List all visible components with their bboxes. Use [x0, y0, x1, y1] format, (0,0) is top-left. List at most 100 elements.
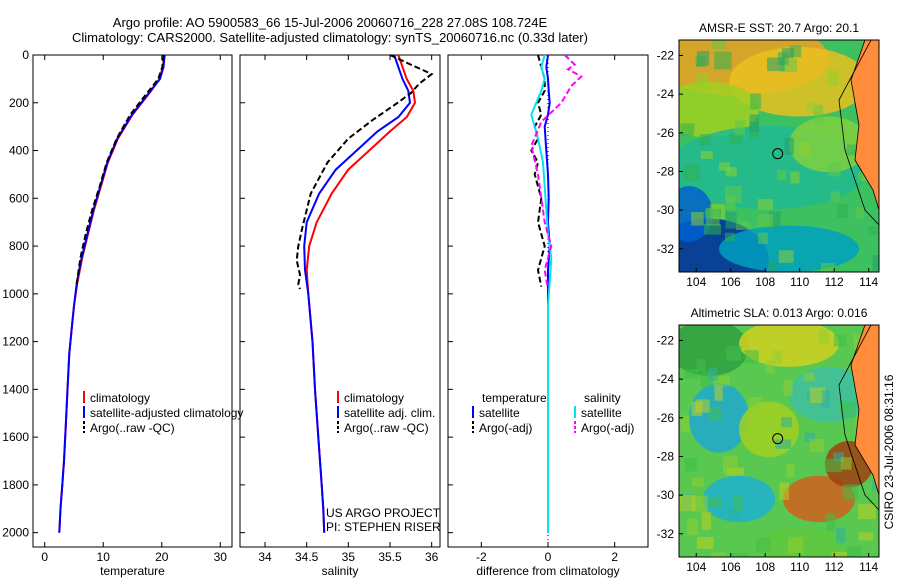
depth-tick-label: 0 — [22, 48, 29, 62]
sst-map-speck — [806, 102, 819, 111]
sla-map-patch — [679, 325, 749, 377]
temp-legend-clim-label: climatology — [90, 391, 150, 405]
figure-title-line1: Argo profile: AO 5900583_66 15-Jul-2006 … — [112, 15, 548, 30]
sla-map-speck — [824, 458, 842, 473]
sla-map-argo-marker — [772, 433, 784, 445]
sst-map-patch — [719, 225, 859, 272]
sst-map-ytick-label: -30 — [657, 203, 675, 217]
sst-map-xtick-label: 112 — [825, 275, 844, 289]
sla-map-xtick-label: 108 — [755, 560, 775, 574]
sst-map-speck — [750, 93, 762, 110]
sst-map-speck — [724, 232, 735, 242]
sla-map-image — [679, 325, 879, 557]
sst-map-speck — [704, 224, 721, 235]
sst-map-speck — [789, 45, 802, 58]
sla-map-speck — [684, 457, 697, 472]
sla-map-speck — [723, 455, 738, 474]
sst-map-speck — [725, 166, 737, 177]
sla-map-speck — [858, 504, 876, 520]
csiro-timestamp: CSIRO 23-Jul-2006 08:31:16 — [882, 374, 896, 529]
salinity-xtick-label: 34 — [258, 550, 272, 564]
sst-map-speck — [868, 226, 879, 236]
sst-map-speck — [813, 105, 824, 124]
sla-map-speck — [858, 532, 874, 541]
sst-map-speck — [827, 70, 839, 87]
sst-map-ytick-label: -28 — [657, 164, 675, 178]
sla-map-speck — [819, 329, 829, 344]
sst-map-speck — [855, 207, 865, 220]
sst-map-speck — [749, 114, 760, 132]
sla-map-speck — [821, 390, 830, 408]
sst-map-speck — [725, 211, 737, 229]
temperature-xtick-label: 30 — [214, 550, 228, 564]
sst-map-contour — [838, 40, 879, 226]
salinity-xtick-label: 34.5 — [295, 550, 319, 564]
sla-map-speck — [788, 537, 803, 554]
sst-map-speck — [767, 57, 785, 72]
salinity-series-0 — [305, 54, 417, 533]
sla-map-speck — [836, 527, 846, 544]
sla-map-ytick-label: -32 — [657, 527, 675, 541]
sla-map-speck — [772, 350, 783, 364]
sla-map-speck — [696, 358, 706, 372]
sst-map-speck — [784, 137, 794, 155]
sal-legend-argo-label: Argo(..raw -QC) — [344, 421, 429, 435]
sla-map-speck — [680, 415, 690, 433]
sla-map-speck — [691, 477, 704, 487]
sla-map-speck — [679, 494, 696, 511]
sst-map-argo-marker — [772, 148, 784, 160]
sst-map-speck — [877, 145, 879, 160]
sst-map-speck — [734, 120, 746, 136]
sla-map-speck — [713, 375, 731, 387]
sst-map-xtick-label: 108 — [755, 275, 775, 289]
sst-map-speck — [767, 261, 778, 272]
sla-map-speck — [831, 551, 848, 557]
sla-map-speck — [804, 432, 816, 443]
sst-map-speck — [729, 133, 743, 145]
sst-map-speck — [691, 212, 704, 226]
sst-map-ytick-label: -22 — [657, 48, 675, 62]
sla-map-speck — [765, 360, 775, 374]
sst-map-xtick-label: 110 — [790, 275, 809, 289]
sla-map-speck — [744, 350, 759, 364]
sla-map-speck — [833, 334, 847, 347]
sla-map-ytick-label: -30 — [657, 488, 675, 502]
sst-map-speck — [724, 185, 742, 204]
diff-legend-temp-argo-label: Argo(-adj) — [479, 421, 532, 435]
sst-map-speck — [699, 133, 711, 146]
sst-map-ytick-label: -32 — [657, 242, 675, 256]
temperature-frame — [32, 54, 233, 548]
sla-map-frame — [678, 324, 880, 558]
sla-map-speck — [781, 417, 792, 428]
salinity-xtick-label: 35.5 — [378, 550, 402, 564]
depth-tick-label: 2000 — [2, 526, 29, 540]
sla-map-speck — [833, 452, 845, 462]
sla-map-speck — [748, 396, 762, 414]
sla-map-title: Altimetric SLA: 0.013 Argo: 0.016 — [691, 306, 868, 320]
sla-map-speck — [826, 513, 836, 531]
depth-tick-label: 1000 — [2, 287, 29, 301]
sla-map-patch — [739, 401, 799, 458]
sla-map-speck — [686, 518, 698, 536]
diff-legend-sal-argo-label: Argo(-adj) — [581, 421, 634, 435]
sla-map-speck — [707, 497, 722, 507]
sst-map-speck — [683, 164, 700, 182]
sst-map-speck — [769, 211, 781, 229]
sla-map-speck — [728, 509, 740, 521]
sla-map-xtick-label: 104 — [686, 560, 706, 574]
sla-map-speck — [840, 457, 852, 470]
temperature-series-1 — [58, 54, 166, 533]
depth-tick-label: 1400 — [2, 382, 29, 396]
sst-map-speck — [719, 162, 731, 171]
sla-map-speck — [842, 484, 859, 500]
sla-map-xtick-label: 110 — [790, 560, 809, 574]
sst-map-speck — [758, 232, 768, 245]
sst-map-speck — [799, 141, 811, 156]
diff-legend-temp-sat-label: satellite — [479, 406, 520, 420]
sla-map-speck — [809, 387, 826, 403]
sst-map-speck — [735, 221, 751, 231]
sst-map-image — [679, 40, 879, 272]
sst-map-speck — [680, 123, 695, 136]
sst-map-speck — [830, 191, 841, 202]
